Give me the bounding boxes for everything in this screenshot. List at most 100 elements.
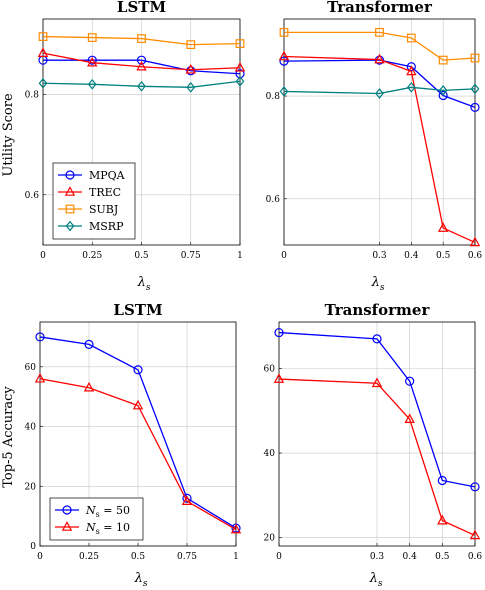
legend-label: MPQA — [89, 169, 126, 182]
data-point — [182, 493, 192, 503]
legend-marker — [61, 521, 73, 531]
legend-label: Ns = 50 — [85, 504, 130, 519]
data-point — [438, 90, 448, 101]
data-point — [136, 55, 147, 65]
y-tick-label: 20 — [25, 482, 37, 492]
data-point — [181, 495, 193, 505]
data-point — [38, 32, 48, 41]
x-tick-label: 1 — [237, 251, 243, 261]
xlabel-transformer-bottom: λs — [369, 571, 383, 589]
data-point — [234, 61, 246, 72]
legend-label: Ns = 10 — [85, 521, 130, 536]
data-point — [186, 40, 196, 50]
data-point — [37, 47, 49, 57]
x-tick-label: 0.3 — [372, 251, 387, 261]
chart-transformer-accuracy: 0 0.3 0.4 0.5 0.6 20 40 60 Transformer — [264, 301, 483, 562]
data-point — [136, 60, 147, 71]
x-tick-label: 0.5 — [131, 552, 146, 562]
y-tick-label: 0.8 — [266, 92, 281, 102]
legend-label: TREC — [89, 186, 121, 199]
x-tick-label: 0.4 — [404, 251, 419, 261]
data-point — [235, 39, 245, 49]
series-msrp — [279, 81, 480, 99]
y-tick-label: 60 — [264, 364, 276, 374]
x-tick-label: 0.6 — [468, 552, 483, 562]
data-point — [132, 399, 144, 410]
data-point — [87, 33, 97, 42]
x-tick-label: 0 — [281, 251, 287, 261]
series-trec — [37, 47, 246, 74]
x-tick-label: 0 — [40, 251, 46, 261]
data-point — [230, 523, 242, 534]
y-tick-label: 40 — [25, 423, 37, 433]
data-point — [372, 334, 382, 344]
series-ns-50 — [35, 332, 241, 533]
data-point — [405, 376, 415, 386]
series-line — [39, 336, 237, 529]
data-point — [274, 327, 284, 338]
data-point — [83, 381, 95, 392]
data-point — [406, 81, 416, 93]
data-point — [186, 81, 196, 93]
series-line — [278, 378, 476, 537]
data-point — [438, 55, 448, 65]
data-point — [87, 78, 97, 90]
y-tick-label: 20 — [264, 534, 276, 544]
x-tick-label: 0.5 — [435, 552, 450, 562]
legend-label: SUBJ — [89, 203, 118, 216]
data-point — [437, 222, 449, 232]
data-point — [470, 482, 480, 492]
chart-lstm-accuracy: 0 0.25 0.5 0.75 1 0 20 40 60 LSTM Ns = 50 Ns = 10 — [25, 301, 242, 562]
legend-marker — [65, 170, 75, 180]
data-point — [137, 80, 146, 92]
data-point — [469, 529, 481, 540]
data-point — [437, 475, 447, 486]
x-tick-label: 0.4 — [403, 552, 418, 562]
x-tick-label: 0.3 — [370, 552, 385, 562]
data-point — [404, 413, 415, 424]
series-msrp — [38, 75, 245, 93]
x-tick-label: 0.25 — [79, 552, 99, 562]
x-tick-label: 0 — [276, 552, 282, 562]
y-tick-label: 0.8 — [25, 90, 40, 100]
data-point — [374, 53, 385, 64]
data-point — [279, 86, 289, 97]
data-point — [371, 377, 383, 388]
data-point — [278, 50, 290, 61]
series-ns-50 — [274, 327, 480, 492]
series-line — [43, 59, 241, 75]
series-ns-10 — [34, 372, 242, 534]
chart-transformer-utility: 0 0.3 0.4 0.5 0.6 0.6 0.8 Transformer — [266, 0, 483, 261]
legend-marker — [64, 186, 76, 196]
data-point — [38, 77, 48, 89]
data-point — [406, 33, 416, 43]
row2-ylabel: Top-5 Accuracy — [1, 386, 16, 488]
series-line — [42, 80, 241, 88]
data-point — [137, 34, 146, 43]
series-ns-10 — [273, 373, 481, 540]
series-subj — [279, 27, 480, 65]
data-point — [470, 53, 480, 63]
legend-box — [49, 497, 144, 541]
xlabel-transformer-top: λs — [371, 275, 385, 293]
series-subj — [38, 32, 245, 50]
legend: Ns = 50 Ns = 10 — [49, 497, 144, 541]
data-point — [469, 236, 481, 247]
series-line — [283, 86, 476, 95]
legend-marker — [62, 505, 72, 515]
series-line — [42, 52, 241, 71]
data-point — [470, 102, 480, 112]
x-tick-label: 0.6 — [468, 251, 483, 261]
y-tick-label: 0.6 — [25, 191, 40, 201]
row1-ylabel: Utility Score — [1, 93, 16, 177]
chart-panels: 0 0.25 0.5 0.75 10.60.8LSTMMPQATRECSUBJMSRP0… — [25, 0, 483, 562]
series-line — [278, 331, 476, 488]
data-point — [406, 65, 417, 76]
legend-marker — [65, 220, 75, 232]
x-tick-label: 0.5 — [436, 251, 451, 261]
legend-marker — [65, 204, 75, 214]
x-tick-label: 0.75 — [177, 552, 197, 562]
data-point — [235, 75, 245, 87]
series-trec — [278, 50, 481, 247]
